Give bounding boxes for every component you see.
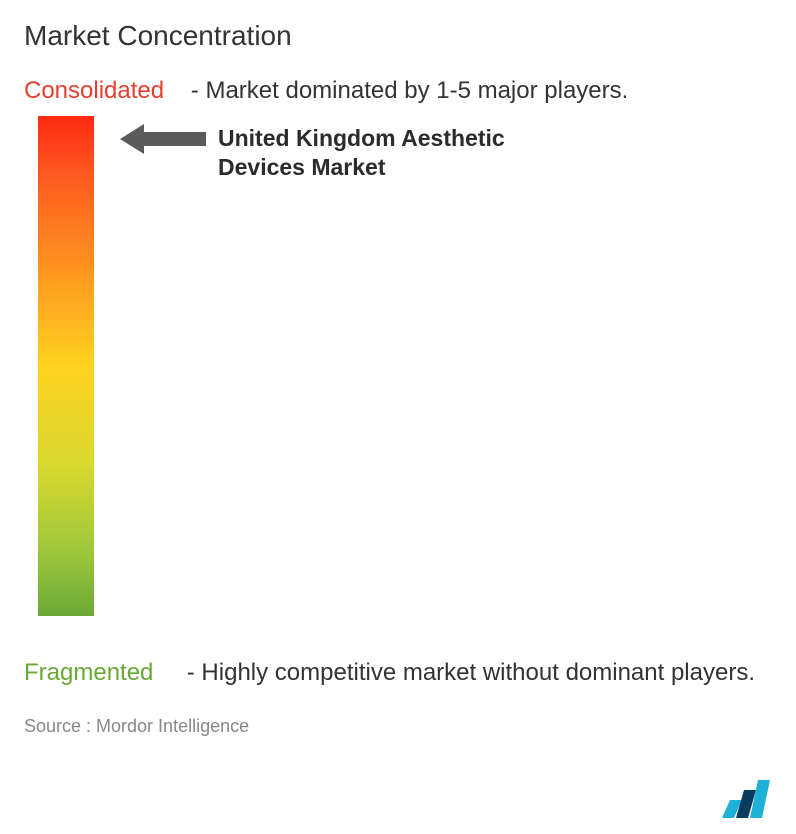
consolidated-label-row: Consolidated - Market dominated by 1-5 m…: [24, 76, 772, 106]
fragmented-term: Fragmented: [24, 659, 153, 686]
consolidated-desc: - Market dominated by 1-5 major players.: [191, 77, 629, 104]
gradient-bar: [38, 116, 94, 616]
fragmented-desc: - Highly competitive market without domi…: [187, 659, 755, 686]
marker-label: United Kingdom Aesthetic Devices Market: [218, 124, 538, 182]
source-text: Source : Mordor Intelligence: [24, 716, 772, 737]
consolidated-term: Consolidated: [24, 77, 164, 104]
marker-arrow-wrap: United Kingdom Aesthetic Devices Market: [120, 124, 538, 182]
concentration-chart: United Kingdom Aesthetic Devices Market: [24, 116, 772, 636]
fragmented-label-row: Fragmented - Highly competitive market w…: [24, 658, 772, 688]
page-title: Market Concentration: [24, 20, 772, 52]
arrow-left-icon: [120, 124, 206, 154]
mordor-logo-icon: [722, 776, 774, 820]
